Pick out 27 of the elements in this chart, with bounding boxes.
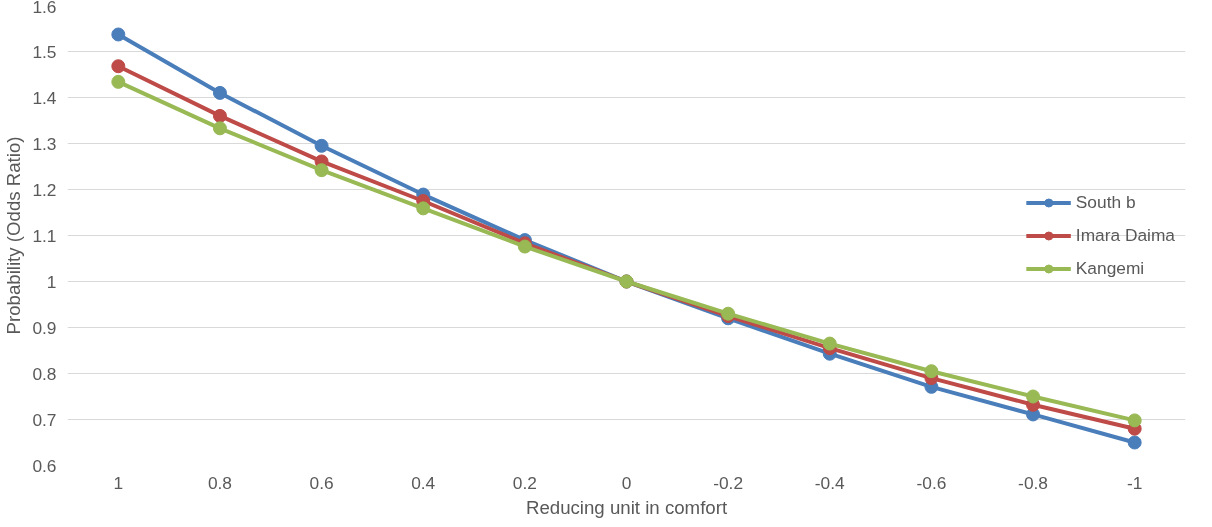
y-tick-label: 0.7 xyxy=(32,409,57,430)
y-tick-label: 1.6 xyxy=(32,0,57,17)
y-tick-label: 1 xyxy=(46,271,57,292)
x-tick-label: 1 xyxy=(113,472,124,493)
legend-label: South b xyxy=(1075,191,1136,213)
y-tick-label: 1.1 xyxy=(32,225,57,246)
y-tick-label: 0.9 xyxy=(32,317,57,338)
y-tick-label: 1.4 xyxy=(32,87,57,108)
x-tick-label: 0.4 xyxy=(411,472,436,493)
x-tick-label: -0.2 xyxy=(713,472,744,493)
y-tick-label: 1.2 xyxy=(32,179,57,200)
x-tick-label: -0.4 xyxy=(814,472,846,493)
y-tick-label: 1.3 xyxy=(32,133,57,154)
y-axis-title: Probability (Odds Ratio) xyxy=(3,136,25,335)
x-tick-label: 0.2 xyxy=(512,472,537,493)
x-tick-label: -1 xyxy=(1126,472,1143,493)
x-axis-title: Reducing unit in comfort xyxy=(525,496,728,518)
y-tick-label: 1.5 xyxy=(32,41,57,62)
x-tick-label: -0.6 xyxy=(916,472,947,493)
x-tick-label: 0 xyxy=(621,472,632,493)
x-tick-label: -0.8 xyxy=(1018,472,1048,493)
legend-label: Kangemi xyxy=(1075,257,1145,279)
x-tick-label: 0.8 xyxy=(207,472,232,493)
y-tick-label: 0.6 xyxy=(32,455,57,476)
x-tick-label: 0.6 xyxy=(309,472,334,493)
y-tick-label: 0.8 xyxy=(32,363,57,384)
legend-label: Imara Daima xyxy=(1075,224,1175,246)
